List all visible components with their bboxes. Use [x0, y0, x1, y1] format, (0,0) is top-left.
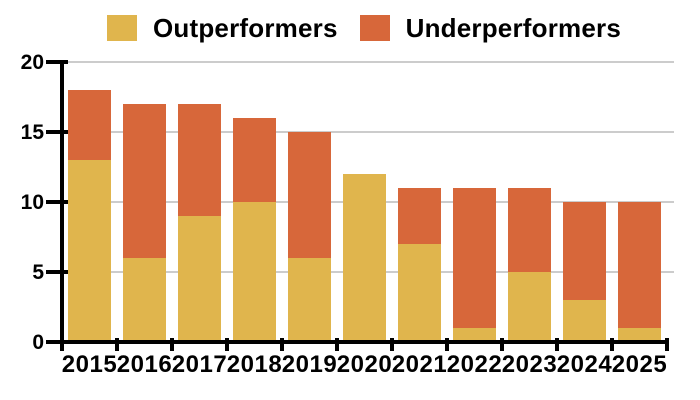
bar-segment-underperformers-2017[interactable] [178, 104, 221, 216]
x-tick-label-2024: 2024 [556, 351, 613, 378]
x-tick-label-2016: 2016 [116, 351, 173, 378]
x-tick-label-2019: 2019 [281, 351, 338, 378]
y-tick-label-15: 15 [20, 121, 44, 144]
y-tick-20 [46, 60, 68, 64]
gridline-20 [63, 61, 674, 63]
x-tick-label-2022: 2022 [446, 351, 503, 378]
legend-item-outperformers[interactable]: Outperformers [106, 12, 338, 44]
legend-label-outperformers: Outperformers [152, 12, 338, 43]
bar-segment-outperformers-2017[interactable] [178, 216, 221, 342]
bar-segment-outperformers-2025[interactable] [618, 328, 661, 342]
bar-segment-underperformers-2021[interactable] [398, 188, 441, 244]
y-tick-label-5: 5 [32, 261, 44, 284]
legend-swatch-underperformers-icon [359, 15, 390, 41]
bar-segment-outperformers-2020[interactable] [343, 174, 386, 342]
x-tick-1 [115, 338, 119, 351]
gridline-15 [63, 131, 674, 133]
x-tick-2 [170, 338, 174, 351]
bar-segment-outperformers-2015[interactable] [68, 160, 111, 342]
x-tick-4 [280, 338, 284, 351]
y-tick-5 [46, 270, 68, 274]
legend-swatch-outperformers-icon [106, 15, 137, 41]
x-tick-11 [665, 338, 669, 351]
y-tick-label-10: 10 [20, 191, 44, 214]
bar-segment-underperformers-2015[interactable] [68, 90, 111, 160]
bar-segment-underperformers-2016[interactable] [123, 104, 166, 258]
x-tick-label-2017: 2017 [171, 351, 228, 378]
y-tick-label-20: 20 [20, 51, 44, 74]
bar-segment-outperformers-2023[interactable] [508, 272, 551, 342]
bar-segment-outperformers-2018[interactable] [233, 202, 276, 342]
legend-item-underperformers[interactable]: Underperformers [359, 12, 622, 44]
bar-segment-underperformers-2023[interactable] [508, 188, 551, 272]
bar-segment-outperformers-2019[interactable] [288, 258, 331, 342]
bar-segment-outperformers-2022[interactable] [453, 328, 496, 342]
x-tick-label-2021: 2021 [391, 351, 448, 378]
y-tick-15 [46, 130, 68, 134]
y-tick-10 [46, 200, 68, 204]
legend-label-underperformers: Underperformers [405, 12, 622, 43]
x-tick-label-2025: 2025 [611, 351, 668, 378]
x-tick-8 [500, 338, 504, 351]
x-axis-line [46, 340, 669, 344]
bar-segment-underperformers-2022[interactable] [453, 188, 496, 328]
bar-segment-underperformers-2018[interactable] [233, 118, 276, 202]
bar-segment-outperformers-2021[interactable] [398, 244, 441, 342]
x-tick-10 [610, 338, 614, 351]
bar-segment-underperformers-2024[interactable] [563, 202, 606, 300]
x-tick-label-2018: 2018 [226, 351, 283, 378]
x-tick-label-2015: 2015 [61, 351, 118, 378]
bar-segment-outperformers-2024[interactable] [563, 300, 606, 342]
x-tick-label-2023: 2023 [501, 351, 558, 378]
x-tick-5 [335, 338, 339, 351]
bar-segment-outperformers-2016[interactable] [123, 258, 166, 342]
bar-segment-underperformers-2025[interactable] [618, 202, 661, 328]
x-tick-3 [225, 338, 229, 351]
chart-legend: Outperformers Underperformers [14, 8, 700, 48]
x-tick-7 [445, 338, 449, 351]
x-tick-label-2020: 2020 [336, 351, 393, 378]
x-tick-6 [390, 338, 394, 351]
bar-segment-underperformers-2019[interactable] [288, 132, 331, 258]
x-tick-9 [555, 338, 559, 351]
y-tick-label-0: 0 [32, 331, 44, 354]
x-tick-0 [60, 338, 64, 351]
